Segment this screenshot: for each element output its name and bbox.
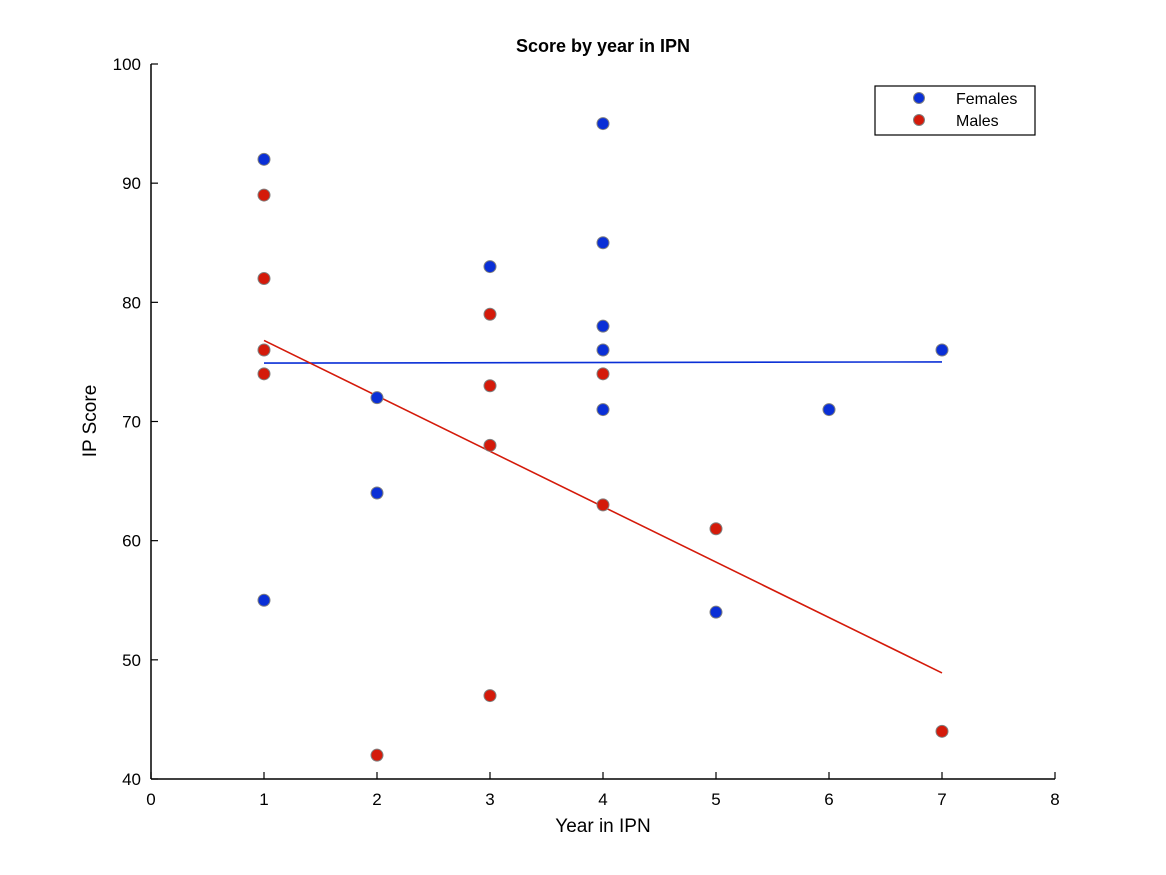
legend-label-females: Females (956, 91, 1017, 108)
data-point-males (257, 343, 271, 357)
data-point-females (370, 486, 384, 500)
x-tick-label: 1 (259, 790, 268, 809)
data-point-females (596, 236, 610, 250)
y-tick-label: 70 (122, 413, 141, 432)
y-tick-label: 60 (122, 532, 141, 551)
x-ticks: 0 1 2 3 4 5 6 7 8 (146, 772, 1060, 809)
y-axis-label: IP Score (80, 385, 101, 458)
data-point-females (370, 391, 384, 405)
y-ticks: 40 50 60 70 80 90 100 (113, 55, 158, 789)
x-axis-label: Year in IPN (555, 816, 650, 837)
y-tick-label: 80 (122, 293, 141, 312)
data-point-females (709, 605, 723, 619)
x-tick-label: 5 (711, 790, 720, 809)
legend-marker-females (913, 92, 925, 104)
x-tick-label: 2 (372, 790, 381, 809)
data-point-females (257, 152, 271, 166)
legend-marker-males (913, 114, 925, 126)
legend: Females Males (874, 85, 1036, 136)
data-point-males (370, 748, 384, 762)
data-point-females (822, 403, 836, 417)
data-point-males (935, 724, 949, 738)
data-point-females (596, 117, 610, 131)
x-tick-label: 6 (824, 790, 833, 809)
data-point-females (596, 343, 610, 357)
y-tick-label: 90 (122, 174, 141, 193)
x-tick-label: 7 (937, 790, 946, 809)
y-tick-label: 40 (122, 770, 141, 789)
x-tick-label: 3 (485, 790, 494, 809)
x-tick-label: 0 (146, 790, 155, 809)
data-point-males (596, 498, 610, 512)
legend-box (874, 85, 1036, 136)
data-point-females (483, 260, 497, 274)
data-point-males (257, 367, 271, 381)
data-points (257, 117, 949, 762)
data-point-males (483, 379, 497, 393)
x-tick-label: 4 (598, 790, 607, 809)
y-tick-label: 50 (122, 651, 141, 670)
data-point-females (257, 593, 271, 607)
y-tick-label: 100 (113, 55, 141, 74)
data-point-males (483, 438, 497, 452)
fit-line-females (263, 361, 943, 364)
data-point-males (483, 307, 497, 321)
data-point-males (709, 522, 723, 536)
legend-label-males: Males (956, 113, 999, 130)
x-tick-label: 8 (1050, 790, 1059, 809)
data-point-females (935, 343, 949, 357)
data-point-males (483, 689, 497, 703)
data-point-males (257, 272, 271, 285)
chart-title: Score by year in IPN (516, 36, 690, 56)
data-point-males (596, 367, 610, 381)
data-point-females (596, 403, 610, 417)
data-point-females (596, 319, 610, 333)
plot-area: 0 1 2 3 4 5 6 7 8 40 50 60 70 80 90 100 (113, 55, 1060, 809)
data-point-males (257, 188, 271, 202)
